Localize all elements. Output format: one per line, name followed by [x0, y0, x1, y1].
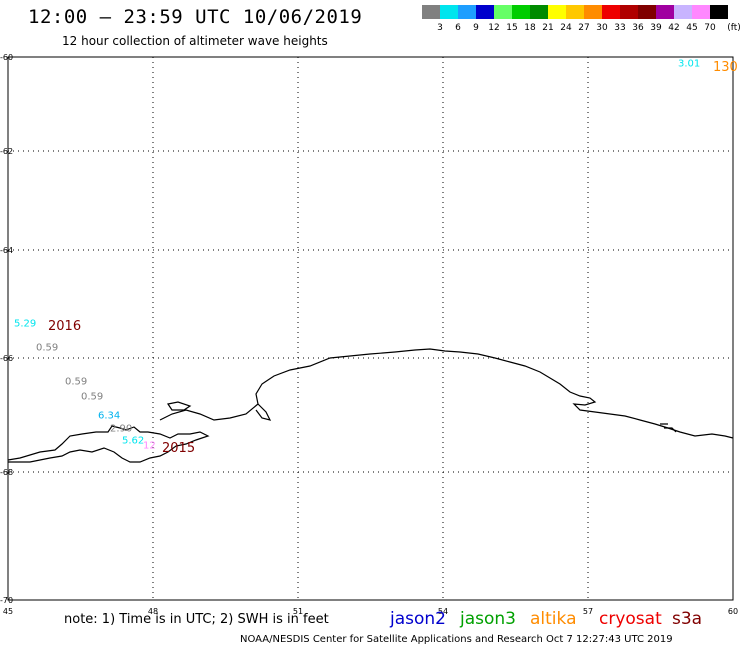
- longitude-tick-label: 57: [583, 607, 593, 616]
- legend-swatch: [602, 5, 620, 19]
- longitude-tick-label: 60: [728, 607, 738, 616]
- satellite-name-jason3: jason3: [460, 609, 516, 629]
- legend-tick-label: 15: [506, 23, 518, 33]
- footer-credit: NOAA/NESDIS Center for Satellite Applica…: [240, 634, 673, 645]
- legend-tick-label: 45: [686, 23, 698, 33]
- observation-labels: 3.01 130 5.29 2016 0.59 0.59 0.59 6.34 2.905.621…: [14, 58, 738, 455]
- legend-tick-label: 36: [632, 23, 644, 33]
- wave-height-value: 12: [143, 440, 156, 451]
- wave-height-value: 0.59: [36, 342, 58, 353]
- legend-tick-label: 12: [488, 23, 500, 33]
- legend-swatch: [584, 5, 602, 19]
- legend-unit-label: (ft): [727, 23, 740, 33]
- legend-tick-label: 33: [614, 23, 626, 33]
- latitude-tick-label: -62: [0, 147, 13, 156]
- satellite-name-altika: altika: [530, 609, 577, 629]
- legend-tick-label: 39: [650, 23, 662, 33]
- axis-labels: -60 -62 -64 -66 -68 -70 45 48 51 54 57 60: [0, 53, 738, 616]
- units-note: note: 1) Time is in UTC; 2) SWH is in fe…: [64, 612, 329, 627]
- latitude-tick-label: -70: [0, 596, 13, 605]
- legend-swatch: [710, 5, 728, 19]
- wave-height-value: 6.34: [98, 410, 120, 421]
- longitude-tick-label: 54: [438, 607, 448, 616]
- legend-swatch: [458, 5, 476, 19]
- latitude-tick-label: -60: [0, 53, 13, 62]
- legend-swatch: [656, 5, 674, 19]
- legend-swatch: [548, 5, 566, 19]
- legend-swatch: [674, 5, 692, 19]
- legend-swatch: [422, 5, 440, 19]
- coastline-islet: [660, 423, 677, 433]
- legend-tick-label: 30: [596, 23, 608, 33]
- page-title: 12:00 – 23:59 UTC 10/06/2019: [28, 6, 363, 28]
- wave-height-value: 0.59: [81, 391, 103, 402]
- legend-swatch: [440, 5, 458, 19]
- satellite-name-cryosat: cryosat: [599, 609, 662, 629]
- legend-tick-label: 70: [704, 23, 716, 33]
- track-id-label: 2016: [48, 319, 81, 334]
- satellite-name-jason2: jason2: [390, 609, 446, 629]
- page-subtitle: 12 hour collection of altimeter wave hei…: [62, 34, 328, 48]
- map-frame: [7, 56, 734, 601]
- legend-tick-label: 24: [560, 23, 572, 33]
- wave-height-value: 5.29: [14, 318, 36, 329]
- latitude-tick-label: -68: [0, 468, 13, 477]
- coastline-islet-west: [167, 401, 192, 411]
- legend-swatch: [476, 5, 494, 19]
- longitude-tick-label: 45: [3, 607, 13, 616]
- legend-swatch: [566, 5, 584, 19]
- wave-height-value: 2.90: [110, 423, 132, 434]
- latitude-tick-label: -66: [0, 354, 13, 363]
- wave-height-value: 3.01: [678, 58, 700, 69]
- longitude-tick-label: 48: [148, 607, 158, 616]
- legend-tick-label: 42: [668, 23, 680, 33]
- antarctic-coastline-east: [159, 348, 734, 439]
- longitude-tick-label: 51: [293, 607, 303, 616]
- latitude-tick-label: -64: [0, 246, 13, 255]
- legend-tick-label: 6: [455, 23, 461, 33]
- track-id-label: 2015: [162, 441, 195, 456]
- legend-swatch: [638, 5, 656, 19]
- wave-height-value: 0.59: [65, 376, 87, 387]
- legend-swatch: [494, 5, 512, 19]
- legend-tick-label: 27: [578, 23, 590, 33]
- legend-tick-label: 18: [524, 23, 536, 33]
- wave-height-value: 5.62: [122, 435, 144, 446]
- satellite-name-s3a: s3a: [672, 609, 703, 629]
- antarctic-coastline: [7, 425, 210, 463]
- track-id-label: 130: [713, 60, 738, 75]
- legend-swatch: [530, 5, 548, 19]
- legend-swatch: [620, 5, 638, 19]
- legend-swatch: [512, 5, 530, 19]
- legend-tick-label: 3: [437, 23, 443, 33]
- coastline-inlet: [255, 403, 272, 421]
- legend-tick-label: 21: [542, 23, 554, 33]
- legend-swatch: [692, 5, 710, 19]
- lat-lon-grid: [8, 57, 733, 600]
- legend-tick-label: 9: [473, 23, 479, 33]
